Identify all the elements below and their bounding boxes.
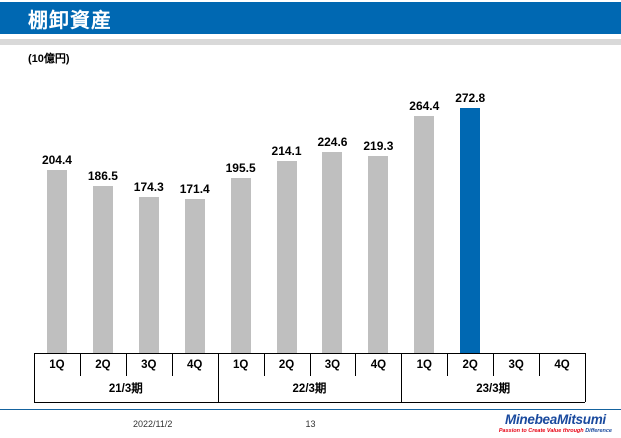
bar-value-label: 264.4 bbox=[409, 98, 440, 113]
bar-21/3期-3Q bbox=[138, 196, 159, 353]
axis-quarter-label: 1Q bbox=[232, 359, 249, 371]
footer-divider bbox=[0, 409, 621, 410]
axis-quarter-label: 3Q bbox=[324, 359, 341, 371]
bar-22/3期-4Q bbox=[368, 156, 389, 353]
bar-value-label: 186.5 bbox=[87, 168, 118, 183]
axis-group-separator bbox=[34, 353, 35, 402]
page-title: 棚卸資産 bbox=[28, 9, 112, 32]
bar-value-label: 171.4 bbox=[179, 182, 210, 197]
logo-wordmark: MinebeaMitsumi bbox=[505, 412, 606, 427]
axis-period-label: 21/3期 bbox=[108, 383, 143, 395]
axis-quarter-label: 2Q bbox=[95, 359, 111, 371]
bar-value-label: 204.4 bbox=[41, 152, 72, 167]
bar-22/3期-1Q bbox=[230, 177, 251, 353]
header-divider bbox=[0, 39, 621, 45]
axis-quarter-tick bbox=[79, 353, 81, 376]
bar-value-label: 272.8 bbox=[455, 91, 486, 106]
axis-quarter-tick bbox=[263, 353, 265, 376]
slide-title-bar: 棚卸資産 bbox=[0, 2, 621, 34]
axis-quarter-label: 4Q bbox=[554, 359, 570, 371]
axis-quarter-tick bbox=[125, 353, 127, 376]
axis-quarter-tick bbox=[493, 353, 495, 376]
chart-unit-label: (10億円) bbox=[28, 53, 70, 65]
axis-quarter-label: 2Q bbox=[462, 359, 478, 371]
page-number: 13 bbox=[305, 419, 316, 429]
axis-quarter-tick bbox=[447, 353, 449, 376]
bar-21/3期-1Q bbox=[46, 169, 67, 353]
bar-value-label: 224.6 bbox=[317, 134, 348, 149]
axis-quarter-tick bbox=[171, 353, 173, 376]
bar-23/3期-1Q bbox=[414, 115, 435, 353]
bar-value-label: 214.1 bbox=[271, 143, 302, 158]
axis-group-separator bbox=[217, 353, 219, 402]
tagline-blue-part: Difference bbox=[585, 428, 612, 434]
axis-quarter-tick bbox=[355, 353, 357, 376]
x-axis-bottom-line bbox=[34, 402, 585, 403]
bar-value-label: 174.3 bbox=[133, 179, 164, 194]
logo-tagline: Passion to Create Value through Differen… bbox=[499, 428, 612, 434]
axis-quarter-tick bbox=[309, 353, 311, 376]
axis-group-separator bbox=[401, 353, 403, 402]
bar-22/3期-2Q bbox=[276, 161, 297, 353]
axis-quarter-label: 1Q bbox=[49, 359, 65, 371]
axis-period-label: 22/3期 bbox=[292, 383, 327, 395]
bar-21/3期-4Q bbox=[184, 199, 205, 353]
bar-22/3期-3Q bbox=[322, 151, 343, 353]
axis-quarter-label: 3Q bbox=[141, 359, 157, 371]
axis-quarter-label: 3Q bbox=[508, 359, 524, 371]
axis-period-label: 23/3期 bbox=[476, 383, 511, 395]
axis-quarter-label: 4Q bbox=[370, 359, 387, 371]
tagline-red-part: Passion to Create Value through bbox=[498, 428, 584, 434]
bar-21/3期-2Q bbox=[92, 185, 113, 353]
bar-23/3期-2Q bbox=[460, 108, 481, 353]
axis-quarter-label: 2Q bbox=[278, 359, 295, 371]
footer-date: 2022/11/2 bbox=[133, 419, 173, 429]
axis-quarter-label: 1Q bbox=[416, 359, 432, 371]
axis-group-separator bbox=[585, 353, 586, 402]
company-logo: MinebeaMitsumi Passion to Create Value t… bbox=[499, 412, 612, 435]
bar-value-label: 195.5 bbox=[225, 160, 256, 175]
axis-quarter-label: 4Q bbox=[187, 359, 203, 371]
bar-value-label: 219.3 bbox=[363, 139, 394, 154]
axis-quarter-tick bbox=[539, 353, 541, 376]
